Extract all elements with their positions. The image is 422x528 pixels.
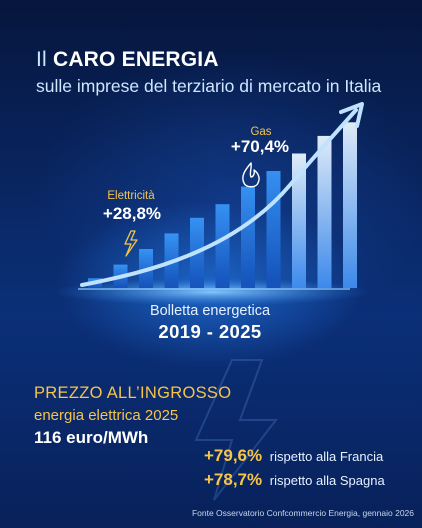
chart-bar-11 [343,122,357,289]
subtitle: sulle imprese del terziario di mercato i… [36,76,382,96]
chart-bar-10 [317,135,332,288]
chart-bar-7 [241,186,255,288]
electricity-label: Elettricità [107,190,155,202]
title-prefix: Il [36,48,47,71]
wholesale-title: PREZZO ALL’INGROSSO [34,384,232,402]
source-note: Fonte Osservatorio Confcommercio Energia… [191,508,414,518]
gas-value: +70,4% [230,137,290,156]
chart-bar-8 [266,171,281,288]
comparison-spain-text: rispetto alla Spagna [269,473,385,488]
lightning-icon [124,230,138,257]
wholesale-subtitle: energia elettrica 2025 [34,407,179,424]
title-bold: CARO ENERGIA [52,48,219,71]
arrow-head-icon [339,102,364,128]
comparison-spain: +78,7% rispetto alla Spagna [204,470,385,490]
title: Il CARO ENERGIA [36,48,219,72]
comparison-france-pct: +79,6% [204,446,263,465]
comparison-spain-pct: +78,7% [204,470,263,489]
bill-caption: Bolletta energetica [149,303,271,319]
comparison-france: +79,6% rispetto alla Francia [204,446,383,466]
chart-bar-9 [292,153,306,288]
flame-icon [242,162,260,188]
wholesale-value: 116 euro/MWh [34,428,149,447]
gas-label: Gas [250,126,272,138]
comparison-france-text: rispetto alla Francia [269,449,384,464]
growth-arrow [80,108,358,287]
background-bolt-icon [194,359,279,501]
bill-period: 2019 - 2025 [158,321,262,342]
chart-bar-6 [215,204,230,288]
electricity-value: +28,8% [102,204,162,223]
